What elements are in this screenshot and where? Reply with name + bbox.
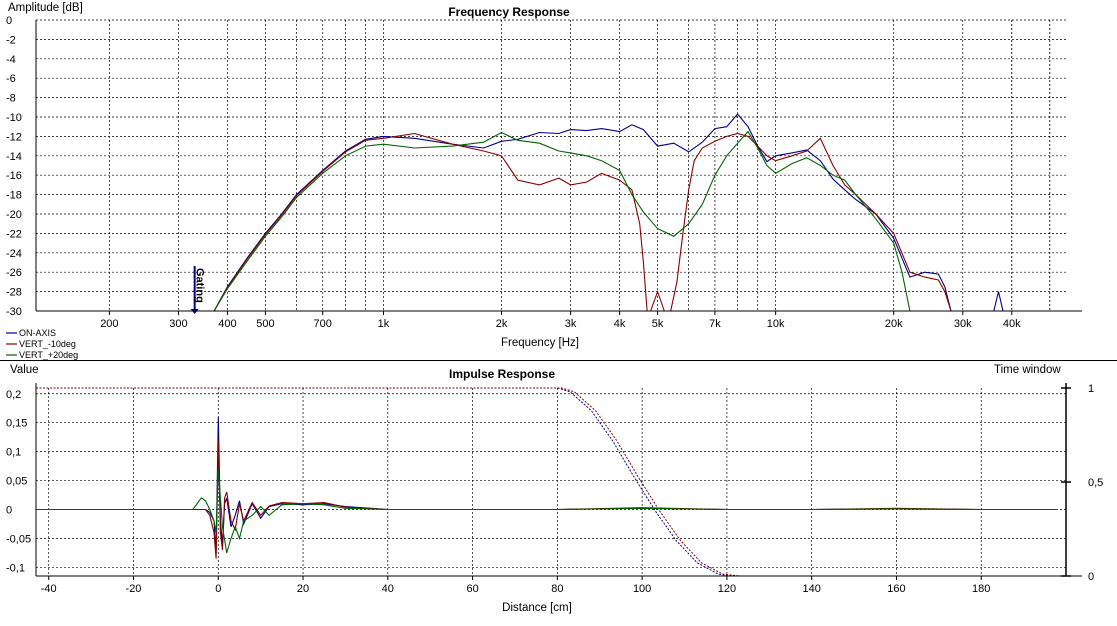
fr-x-ticks: 200 300 400 500 700 1k 2k 3k 4k 5k 7k 10k 20k 30k 40k [100, 311, 1021, 330]
fr-x-tick-label: 3k [565, 318, 577, 330]
ir-y-tick-label: -0,05 [6, 533, 31, 545]
ir-y2-tick-label: 1 [1088, 383, 1094, 395]
fr-title: Frequency Response [448, 5, 570, 19]
ir-y2-ticks: 10,50 [1061, 383, 1103, 583]
fr-x-tick-label: 5k [652, 318, 664, 330]
frequency-response-panel: Amplitude [dB] Frequency Response 0 -2 -4 -… [6, 2, 1082, 360]
ir-title: Impulse Response [449, 367, 555, 381]
ir-y-tick-label: 0,05 [6, 476, 27, 488]
ir-x-tick-label: 80 [551, 583, 563, 595]
fr-y-tick-label: -8 [6, 93, 16, 105]
fr-series-line-0 [213, 113, 1004, 312]
fr-x-tick-label: 20k [885, 318, 903, 330]
fr-x-tick-label: 500 [256, 318, 274, 330]
fr-legend-label: VERT_-10deg [19, 339, 76, 349]
ir-series-line-2 [36, 468, 1058, 554]
fr-x-tick-label: 700 [314, 318, 332, 330]
ir-y-tick-label: 0,15 [6, 418, 27, 430]
time-window-group [36, 387, 1066, 577]
ir-x-tick-label: 100 [633, 583, 651, 595]
ir-series-group [36, 416, 1058, 559]
fr-y-tick-label: -10 [6, 112, 22, 124]
fr-y-tick-label: -4 [6, 54, 16, 66]
fr-grid [36, 19, 1066, 311]
ir-x-tick-label: 0 [215, 583, 221, 595]
fr-x-tick-label: 4k [614, 318, 626, 330]
fr-y-tick-label: -14 [6, 151, 22, 163]
ir-x-tick-label: 120 [718, 583, 736, 595]
fr-series-line-1 [213, 132, 952, 312]
fr-y-ticks: 0 -2 -4 -6 -8 -10 -12 -14 -16 -18 -20 -22 -24 -26 -28 -… [6, 15, 22, 318]
fr-xlabel: Frequency [Hz] [501, 337, 579, 349]
ir-y2-tick-label: 0,5 [1088, 477, 1103, 489]
ir-x-ticks: -40 -20 0 20 40 60 80 100 120 140 160 180 [41, 576, 990, 595]
fr-x-tick-label: 1k [378, 318, 390, 330]
fr-y-tick-label: -20 [6, 209, 22, 221]
ir-x-tick-label: 180 [972, 583, 990, 595]
time-window-line-0 [36, 387, 1066, 577]
ir-y2label: Time window [994, 364, 1061, 376]
ir-y-tick-label: -0,1 [6, 562, 25, 574]
ir-x-tick-label: 60 [466, 583, 478, 595]
ir-series-line-0 [36, 416, 1058, 553]
fr-x-tick-label: 7k [709, 318, 721, 330]
fr-y-tick-label: -2 [6, 34, 16, 46]
gating-marker: Gating [190, 266, 206, 314]
fr-x-tick-label: 30k [954, 318, 972, 330]
fr-x-tick-label: 10k [767, 318, 785, 330]
fr-x-tick-label: 200 [100, 318, 118, 330]
ir-ylabel: Value [10, 364, 39, 376]
time-window-line-1 [36, 387, 1066, 577]
ir-x-tick-label: 160 [887, 583, 905, 595]
ir-y2-tick-label: 0 [1088, 571, 1094, 583]
fr-series-line-2 [213, 130, 911, 312]
fr-legend-label: ON-AXIS [19, 328, 56, 338]
fr-y-tick-label: -30 [6, 306, 22, 318]
impulse-response-panel: Value Impulse Response Time window 0,20,… [6, 364, 1103, 614]
ir-x-tick-label: 40 [382, 583, 394, 595]
fr-x-tick-label: 2k [496, 318, 508, 330]
fr-y-tick-label: -26 [6, 267, 22, 279]
ir-xlabel: Distance [cm] [502, 602, 572, 614]
fr-series-group [213, 113, 1004, 312]
fr-x-tick-label: 40k [1003, 318, 1021, 330]
fr-legend-label: VERT_+20deg [19, 350, 78, 360]
ir-x-tick-label: 140 [802, 583, 820, 595]
fr-y-tick-label: -24 [6, 248, 22, 260]
fr-y-tick-label: -16 [6, 170, 22, 182]
ir-x-tick-label: 20 [297, 583, 309, 595]
fr-ylabel: Amplitude [dB] [8, 2, 83, 14]
fr-y-tick-label: -22 [6, 228, 22, 240]
fr-y-tick-label: -12 [6, 131, 22, 143]
ir-series-line-1 [36, 440, 1058, 559]
fr-y-tick-label: -18 [6, 190, 22, 202]
ir-grid [36, 388, 1066, 576]
gating-marker-label: Gating [194, 268, 206, 303]
ir-y-tick-label: 0,1 [6, 447, 21, 459]
fr-y-tick-label: -6 [6, 73, 16, 85]
ir-y-tick-label: 0 [6, 504, 12, 516]
ir-y-ticks: 0,2 0,15 0,1 0,05 0 -0,05 -0,1 [6, 389, 31, 575]
fr-y-tick-label: 0 [6, 15, 12, 27]
ir-y-tick-label: 0,2 [6, 389, 21, 401]
fr-y-tick-label: -28 [6, 287, 22, 299]
ir-x-tick-label: -40 [41, 583, 57, 595]
fr-x-tick-label: 300 [169, 318, 187, 330]
ir-x-tick-label: -20 [126, 583, 142, 595]
fr-x-tick-label: 400 [218, 318, 236, 330]
